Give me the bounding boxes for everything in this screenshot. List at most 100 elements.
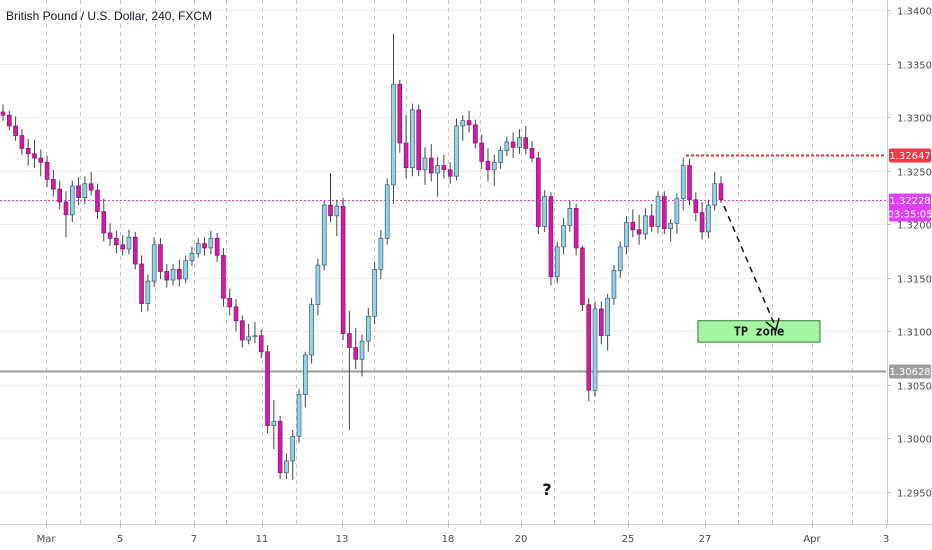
time-tick-label: 25: [622, 534, 635, 545]
candle-body-up: [668, 222, 673, 230]
candle: [643, 208, 648, 240]
candle-body-down: [485, 160, 491, 171]
candle: [290, 429, 296, 481]
candle: [536, 151, 541, 235]
candle-body-up: [504, 141, 510, 151]
candle-body-up: [643, 215, 648, 235]
candle-body-down: [328, 204, 333, 217]
candle-body-up: [303, 354, 308, 395]
candle-body-up: [290, 435, 296, 462]
candle-body-up: [554, 246, 560, 278]
current-price-badge: [889, 193, 931, 222]
candle: [599, 301, 604, 345]
candle-body-up: [491, 161, 497, 171]
time-tick-label: 18: [442, 534, 455, 545]
candle-body-down: [718, 183, 724, 201]
candle: [69, 180, 75, 223]
candle-body-down: [13, 125, 18, 136]
candle: [586, 298, 592, 401]
candle: [617, 241, 623, 278]
price-tick-label: 1.32500: [897, 168, 932, 179]
candle-body-up: [592, 308, 598, 391]
candle: [384, 178, 390, 245]
candle-body-up: [359, 340, 365, 360]
candle: [38, 149, 44, 177]
candle: [195, 238, 201, 258]
candle: [636, 214, 642, 245]
candle: [611, 265, 617, 305]
candle-body-down: [523, 137, 529, 149]
candle: [139, 255, 144, 313]
candle: [473, 119, 478, 149]
candle-body-up: [674, 198, 680, 224]
candle: [208, 230, 214, 255]
candle: [523, 125, 529, 155]
candle-body-down: [233, 306, 239, 322]
candle: [240, 315, 245, 348]
candle-body-up: [82, 183, 88, 198]
candle-body-down: [120, 244, 125, 250]
candle: [649, 204, 655, 232]
candle: [517, 129, 522, 154]
candle-body-down: [510, 141, 516, 148]
candle-body-up: [195, 243, 201, 254]
candle: [485, 148, 491, 182]
candle-body-down: [599, 308, 604, 337]
tp-zone-box[interactable]: [697, 320, 821, 343]
candle: [712, 171, 718, 211]
candle: [63, 191, 69, 238]
price-badges: 1.32647 1.32228 03:35:05 1.30628: [888, 148, 932, 379]
candle: [460, 115, 466, 141]
candle-body-down: [636, 229, 642, 235]
candle-body-up: [624, 221, 629, 248]
candle: [630, 209, 636, 238]
candle: [580, 245, 585, 312]
candle-body-down: [164, 271, 170, 281]
candle-body-up: [151, 244, 157, 282]
candle: [19, 129, 25, 155]
candle-body-up: [378, 237, 384, 270]
candle-body-up: [334, 205, 340, 217]
candle-body-up: [391, 83, 396, 186]
chart-title: British Pound / U.S. Dollar, 240, FXCM: [6, 9, 213, 23]
candle-body-up: [498, 150, 503, 163]
candle: [51, 169, 56, 197]
candle-body-up: [410, 109, 415, 169]
candle: [328, 173, 333, 223]
candle: [529, 140, 535, 163]
candle-body-up: [542, 196, 547, 227]
candle-body-up: [655, 196, 661, 227]
tp-zone-label: TP zone: [734, 324, 785, 338]
candle-body-down: [529, 148, 535, 159]
candle-body-down: [0, 111, 6, 116]
candle-body-up: [126, 236, 132, 250]
candle: [655, 191, 661, 233]
candle: [277, 415, 283, 480]
candle-body-up: [454, 125, 459, 177]
candle-body-up: [605, 297, 610, 337]
target-price-label: 1.32647: [889, 151, 930, 162]
candle-body-up: [321, 204, 327, 266]
candle: [114, 230, 119, 254]
candle: [126, 229, 132, 255]
candle: [315, 258, 321, 316]
candle: [624, 215, 629, 255]
candle-body-up: [271, 420, 277, 426]
candle: [189, 246, 195, 267]
price-tick-label: 1.33000: [897, 114, 932, 125]
candle: [662, 191, 667, 235]
candle: [365, 307, 371, 352]
candle-body-down: [158, 244, 163, 272]
candle-body-down: [397, 83, 403, 144]
candle: [145, 274, 151, 312]
time-axis-ticks: Mar 5 7 11 13 18 20 25 27 Apr 3: [37, 524, 889, 545]
candle: [416, 104, 421, 177]
candle: [271, 399, 277, 450]
time-tick-label: 7: [191, 534, 197, 545]
candle: [510, 132, 516, 159]
candle-body-up: [460, 120, 466, 127]
candle: [403, 115, 409, 179]
candle-body-down: [441, 165, 447, 171]
candle: [347, 311, 352, 430]
